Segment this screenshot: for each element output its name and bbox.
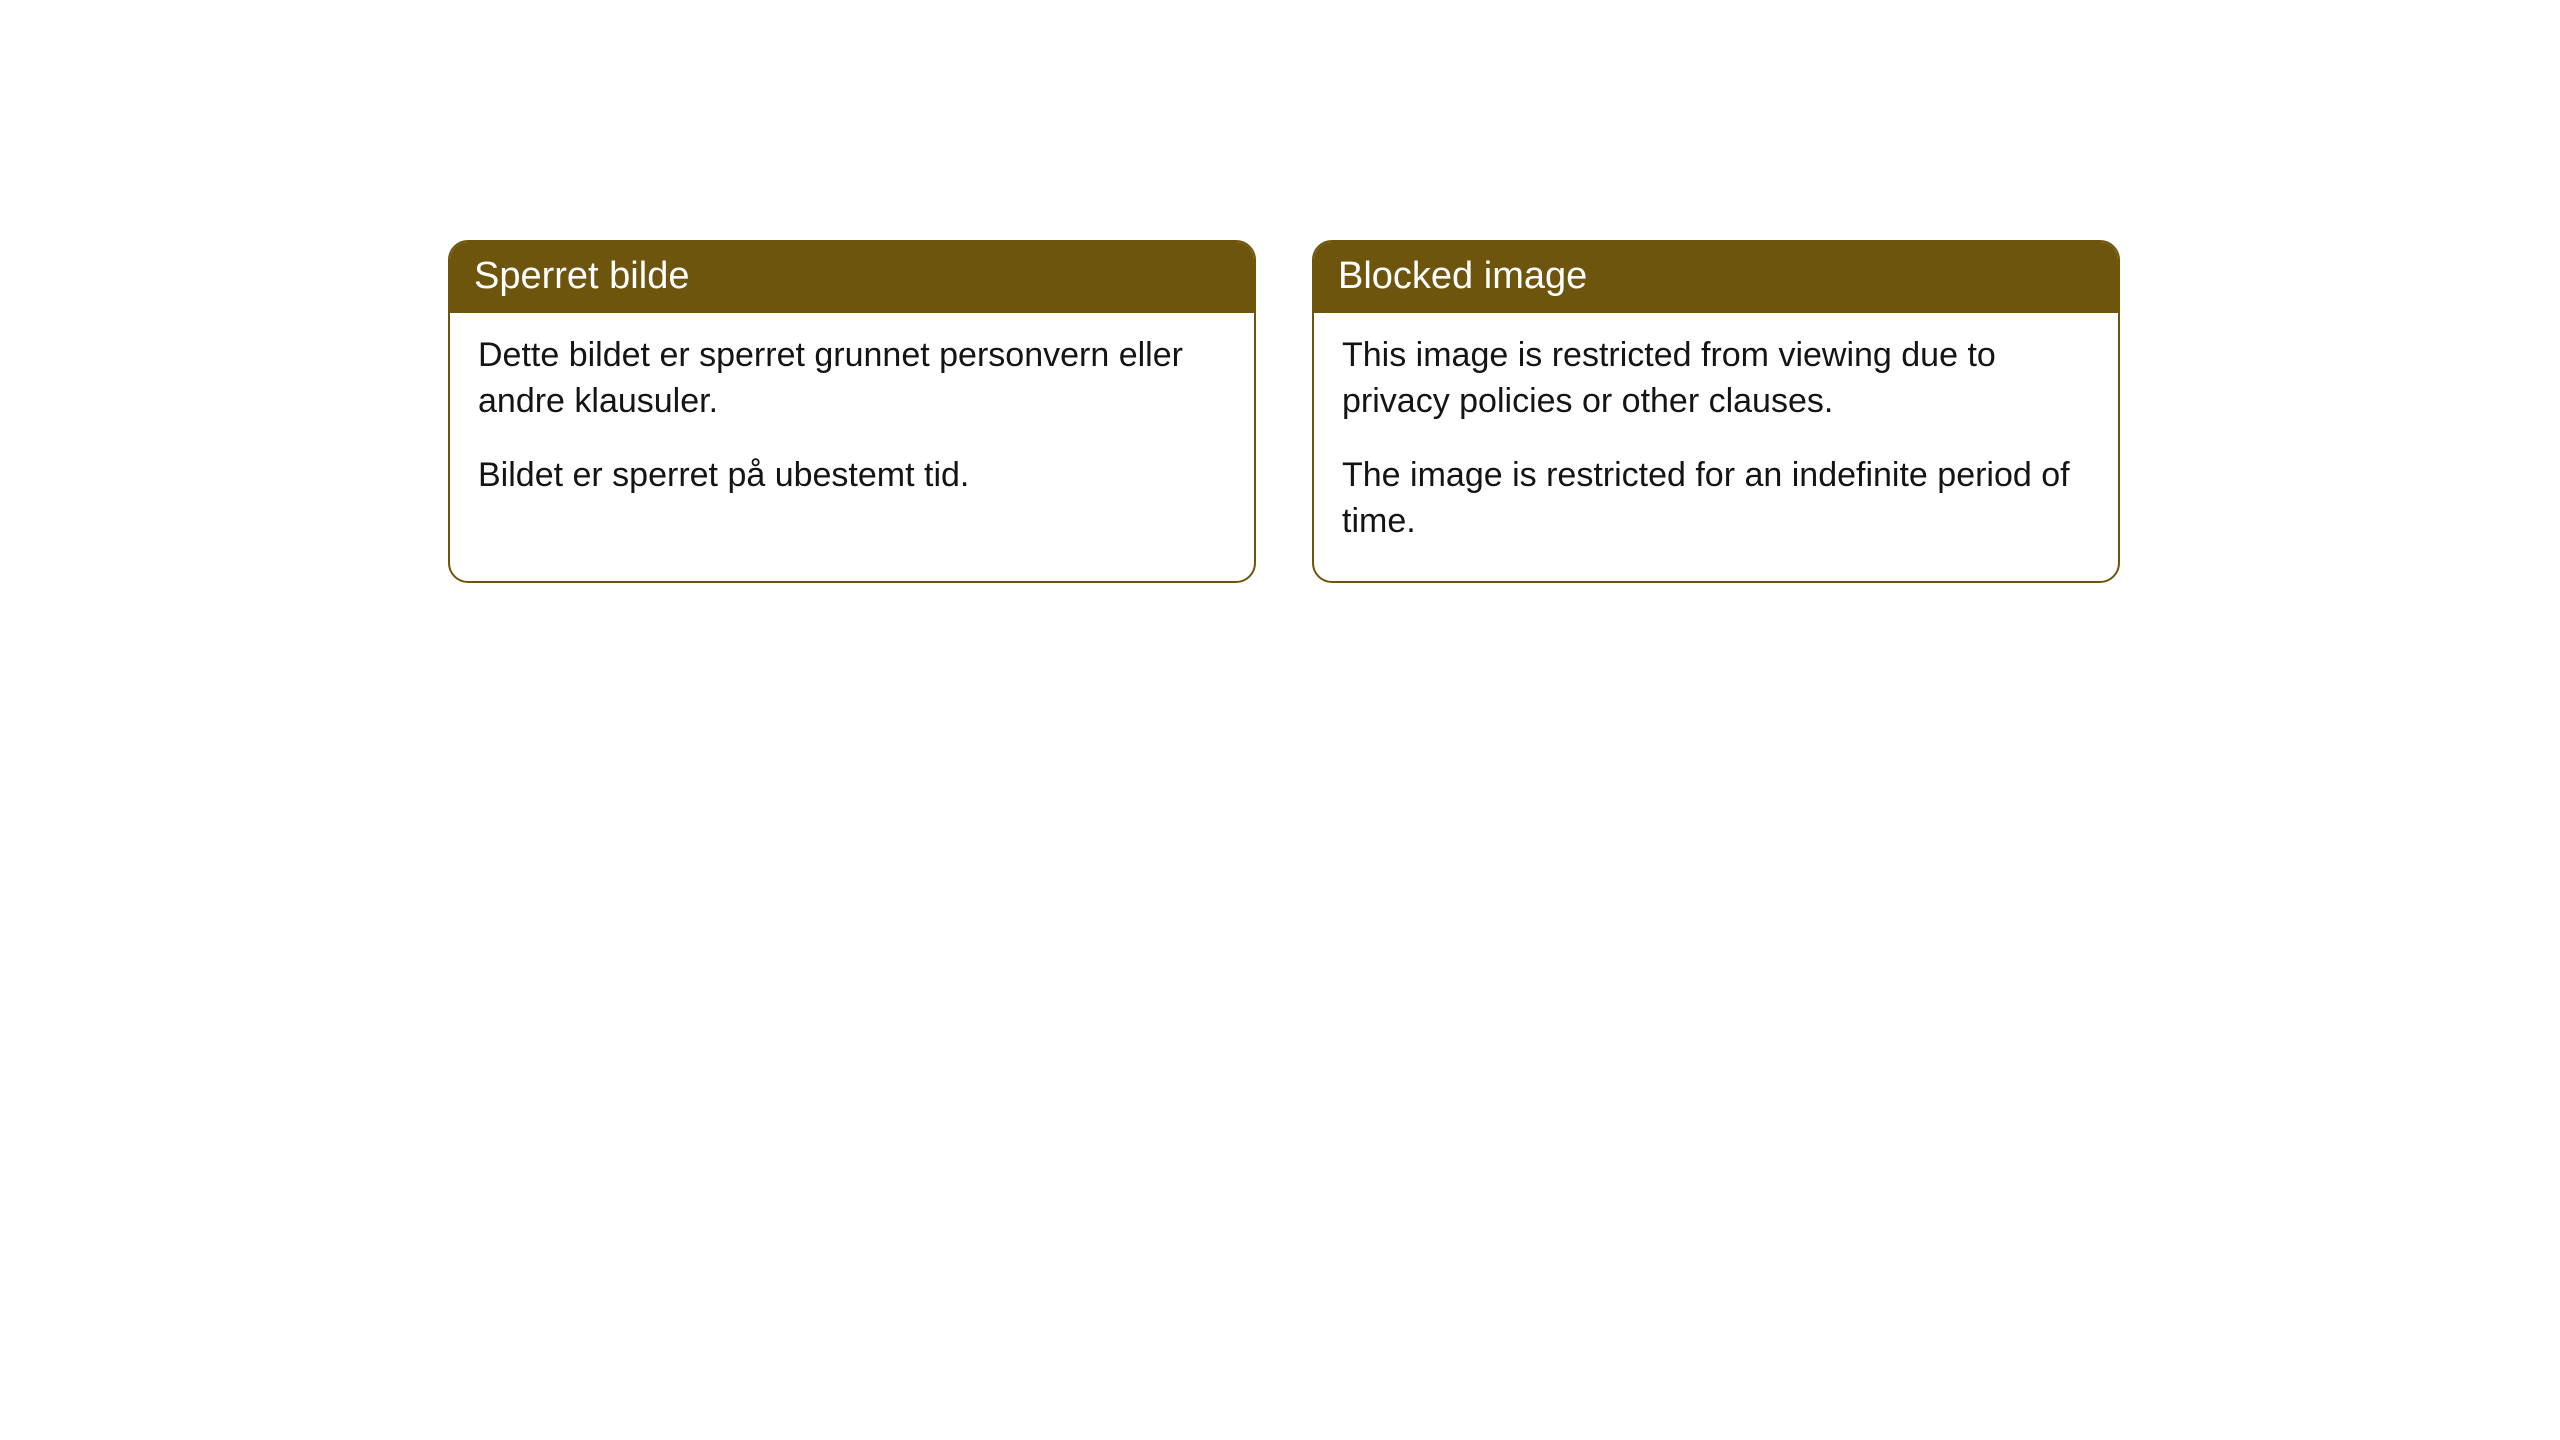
card-text-line-2: The image is restricted for an indefinit… [1342, 453, 2090, 545]
card-header: Blocked image [1314, 242, 2118, 313]
card-blocked-image-en: Blocked image This image is restricted f… [1312, 240, 2120, 583]
card-text-line-1: This image is restricted from viewing du… [1342, 333, 2090, 425]
card-body: Dette bildet er sperret grunnet personve… [450, 313, 1254, 535]
card-text-line-1: Dette bildet er sperret grunnet personve… [478, 333, 1226, 425]
card-body: This image is restricted from viewing du… [1314, 313, 2118, 581]
card-header: Sperret bilde [450, 242, 1254, 313]
card-blocked-image-no: Sperret bilde Dette bildet er sperret gr… [448, 240, 1256, 583]
card-text-line-2: Bildet er sperret på ubestemt tid. [478, 453, 1226, 499]
cards-container: Sperret bilde Dette bildet er sperret gr… [0, 0, 2560, 583]
